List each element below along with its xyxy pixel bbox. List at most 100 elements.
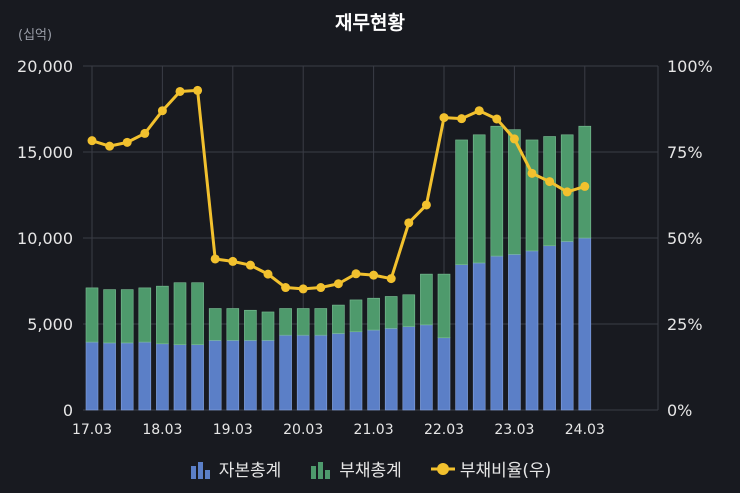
y-right-tick-label: 75% <box>667 143 703 162</box>
bar-series <box>85 125 592 411</box>
liabilities-bar <box>384 296 398 329</box>
liabilities-bar <box>437 273 451 339</box>
chart-title: 재무현황 <box>335 12 405 34</box>
equity-bar <box>508 254 521 411</box>
liabilities-bar <box>402 294 416 327</box>
equity-bar <box>191 344 204 411</box>
ratio-point <box>281 283 291 293</box>
liabilities-bar <box>85 287 99 343</box>
liabilities-bar <box>296 308 310 336</box>
legend-item-equity[interactable]: 자본총계 <box>189 456 282 481</box>
y-right-tick-label: 100% <box>667 57 713 76</box>
y-left-tick-label: 5,000 <box>27 315 73 334</box>
equity-bar <box>367 329 380 411</box>
ratio-point <box>562 187 572 197</box>
legend-item-ratio[interactable]: 부채비율(우) <box>430 456 551 481</box>
equity-bar <box>261 340 275 411</box>
equity-bar <box>525 250 539 411</box>
ratio-point <box>298 284 308 294</box>
bar-chart-icon <box>309 458 331 480</box>
legend-label-equity: 자본총계 <box>218 461 282 481</box>
x-tick-label: 20.03 <box>283 422 323 438</box>
liabilities-bar <box>103 289 116 344</box>
ratio-point <box>193 85 203 95</box>
ratio-point <box>351 269 361 279</box>
ratio-point <box>333 279 343 289</box>
liabilities-bar <box>208 308 222 341</box>
y-left-tick-label: 10,000 <box>17 229 73 248</box>
liabilities-bar <box>191 282 204 345</box>
ratio-point <box>316 283 326 293</box>
y-left-tick-label: 20,000 <box>17 57 73 76</box>
liabilities-bar <box>138 287 152 343</box>
equity-bar <box>332 333 345 411</box>
ratio-point <box>87 136 97 146</box>
equity-bar <box>103 342 116 411</box>
y-right-tick-label: 25% <box>667 315 703 334</box>
unit-label: (십억) <box>18 28 53 43</box>
ratio-point <box>580 181 590 191</box>
equity-bar <box>455 264 468 411</box>
ratio-point <box>175 86 185 96</box>
liabilities-bar <box>490 125 504 257</box>
equity-bar <box>120 342 134 411</box>
liabilities-bar <box>120 289 134 344</box>
ratio-point <box>457 114 467 124</box>
equity-bar <box>296 334 310 411</box>
legend-item-liabilities[interactable]: 부채총계 <box>309 456 402 481</box>
liabilities-bar <box>261 311 275 341</box>
legend-label-liabilities: 부채총계 <box>339 461 402 481</box>
liabilities-bar <box>244 309 257 341</box>
ratio-point <box>122 137 132 147</box>
ratio-point <box>245 260 255 270</box>
equity-bar <box>384 327 398 411</box>
x-tick-label: 21.03 <box>354 422 394 438</box>
equity-bar <box>490 255 504 411</box>
ratio-point <box>439 113 449 123</box>
ratio-point <box>369 270 379 280</box>
ratio-point <box>386 274 396 284</box>
ratio-point <box>474 106 484 116</box>
x-tick-label: 17.03 <box>72 422 112 438</box>
liabilities-bar <box>279 308 292 336</box>
ratio-line-series <box>87 85 590 294</box>
ratio-point <box>421 200 431 210</box>
equity-bar <box>156 343 169 411</box>
ratio-point <box>228 256 238 266</box>
bar-chart-icon <box>189 458 211 480</box>
liabilities-bar <box>332 304 345 334</box>
equity-bar <box>85 341 99 411</box>
x-tick-label: 19.03 <box>213 422 253 438</box>
equity-bar <box>314 334 328 411</box>
equity-bar <box>208 340 222 411</box>
ratio-point <box>492 114 502 124</box>
ratio-point <box>527 168 537 178</box>
equity-bar <box>472 262 486 411</box>
x-tick-label: 24.03 <box>565 422 605 438</box>
equity-bar <box>560 241 574 411</box>
axis-labels: 0 5,000 10,000 15,000 20,000 0% 25% 50% 75% 100% 1… <box>17 57 713 438</box>
liabilities-bar <box>420 273 433 326</box>
ratio-point <box>210 254 220 264</box>
equity-bar <box>543 245 556 411</box>
liabilities-bar <box>156 285 169 345</box>
legend-label-ratio: 부채비율(우) <box>459 461 552 481</box>
ratio-point <box>157 106 167 116</box>
equity-bar <box>226 340 240 411</box>
ratio-point <box>105 141 115 151</box>
liabilities-bar <box>314 308 328 336</box>
ratio-point <box>404 218 414 228</box>
liabilities-bar <box>226 308 240 341</box>
equity-bar <box>349 331 363 411</box>
legend: 자본총계 부채총계 부채비율(우) <box>0 456 740 481</box>
ratio-point <box>140 128 150 138</box>
liabilities-bar <box>525 139 539 252</box>
equity-bar <box>437 337 451 411</box>
x-tick-label: 22.03 <box>424 422 464 438</box>
x-tick-label: 18.03 <box>142 422 182 438</box>
liabilities-bar <box>472 134 486 264</box>
equity-bar <box>402 326 416 411</box>
y-left-tick-label: 0 <box>63 401 73 420</box>
x-tick-label: 23.03 <box>494 422 534 438</box>
